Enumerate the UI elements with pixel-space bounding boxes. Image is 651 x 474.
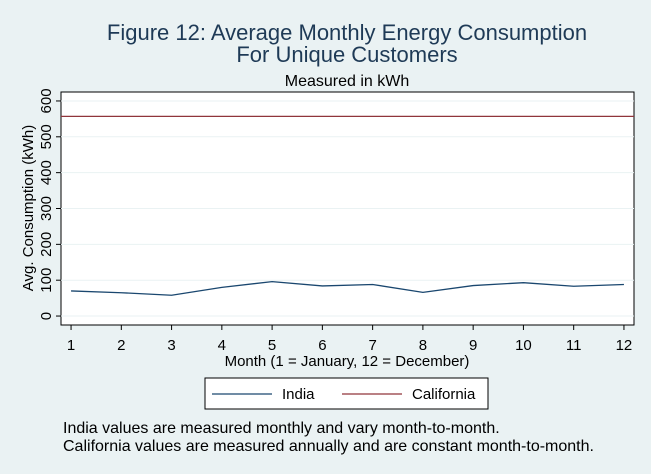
x-tick-label: 3 xyxy=(167,337,175,354)
x-tick-label: 9 xyxy=(469,337,477,354)
y-axis-label: Avg. Consumption (kWh) xyxy=(20,125,37,291)
chart-subtitle: Measured in kWh xyxy=(285,73,410,90)
y-tick-label: 300 xyxy=(38,196,55,221)
x-tick-label: 6 xyxy=(318,337,326,354)
x-tick-label: 1 xyxy=(67,337,75,354)
legend-label-india: India xyxy=(282,386,315,403)
x-tick-label: 8 xyxy=(419,337,427,354)
chart-title-line1: Figure 12: Average Monthly Energy Consum… xyxy=(107,20,587,45)
x-tick-label: 7 xyxy=(368,337,376,354)
legend-label-california: California xyxy=(412,386,476,403)
y-tick-label: 0 xyxy=(38,312,55,320)
x-tick-label: 5 xyxy=(268,337,276,354)
x-ticks: 1 2 3 4 5 6 7 8 9 10 11 12 xyxy=(67,325,632,354)
x-tick-label: 12 xyxy=(616,337,633,354)
y-tick-label: 400 xyxy=(38,160,55,185)
note-india: India values are measured monthly and va… xyxy=(63,420,500,437)
chart-title-line2: For Unique Customers xyxy=(236,42,457,67)
x-tick-label: 4 xyxy=(218,337,226,354)
x-axis-label: Month (1 = January, 12 = December) xyxy=(225,353,470,370)
series-lines xyxy=(61,115,634,296)
y-ticks: 0 100 200 300 400 500 600 xyxy=(38,88,61,320)
y-tick-label: 500 xyxy=(38,124,55,149)
series-line-india xyxy=(71,280,624,296)
y-tick-label: 600 xyxy=(38,88,55,113)
y-tick-label: 200 xyxy=(38,232,55,257)
x-tick-label: 11 xyxy=(566,337,582,354)
y-tick-label: 100 xyxy=(38,268,55,293)
x-tick-label: 2 xyxy=(117,337,125,354)
grid-lines xyxy=(61,100,634,317)
note-california: California values are measured annually … xyxy=(63,438,594,455)
x-tick-label: 10 xyxy=(515,337,532,354)
